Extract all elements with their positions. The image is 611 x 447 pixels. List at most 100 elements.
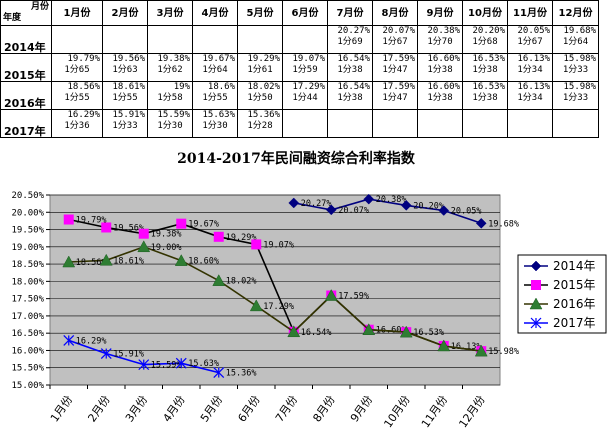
rate-fen: 1分50 (247, 93, 273, 103)
rate-cell: 16.60% 1分38 (417, 81, 463, 110)
data-point-diamond (288, 197, 300, 209)
data-point-triangle (399, 325, 413, 338)
data-label: 20.07% (338, 206, 369, 216)
data-point-triangle (137, 240, 151, 253)
y-tick-label: 19.00% (11, 243, 44, 253)
y-tick-label: 18.50% (11, 260, 44, 270)
year-cell: 2016年 (0, 81, 52, 110)
rate-fen: 1分36 (64, 121, 90, 131)
legend-label: 2016年 (553, 297, 596, 311)
y-tick-label: 16.00% (11, 346, 44, 356)
data-label: 15.91% (113, 350, 144, 360)
data-point-square (251, 239, 262, 250)
chart-title: 2014-2017年民间融资综合利率指数 (177, 150, 416, 167)
data-label: 20.27% (301, 199, 332, 209)
month-header-cell: 11月份 (507, 0, 553, 26)
data-label: 18.02% (226, 277, 257, 287)
rate-cell: 15.91% 1分33 (102, 109, 148, 138)
rate-fen: 1分34 (517, 65, 543, 75)
rate-cell (507, 109, 553, 138)
x-tick-label: 7月份 (273, 393, 300, 424)
rate-cell (462, 109, 508, 138)
rate-percent: 19% (173, 82, 190, 93)
y-tick-label: 15.00% (11, 381, 44, 391)
rate-percent: 17.59% (382, 54, 415, 65)
rate-cell: 15.36% 1分28 (237, 109, 283, 138)
month-header-cell: 3月份 (147, 0, 193, 26)
rate-cell: 15.98% 1分33 (552, 81, 599, 110)
series-line (68, 245, 482, 352)
rate-cell: 19% 1分58 (147, 81, 193, 110)
data-point-star (63, 335, 75, 346)
y-tick-label: 15.50% (11, 364, 44, 374)
rate-cell (282, 25, 328, 54)
series-line (293, 198, 482, 225)
rate-fen: 1分38 (337, 93, 363, 103)
rate-fen: 1分55 (112, 93, 138, 103)
corner-year-label: 年度 (3, 13, 22, 23)
data-point-diamond (400, 200, 412, 211)
year-cell: 2015年 (0, 53, 52, 82)
data-label: 19.67% (188, 220, 219, 230)
data-point-star (138, 359, 150, 371)
rate-cell: 19.68% 1分64 (552, 25, 599, 54)
rate-cell (237, 25, 283, 54)
rate-fen: 1分28 (247, 121, 273, 131)
rate-cell: 16.13% 1分34 (507, 53, 553, 82)
data-label: 19.38% (151, 230, 182, 240)
data-label: 16.29% (76, 336, 107, 346)
rate-percent: 19.79% (67, 54, 100, 65)
rate-cell: 19.79% 1分65 (51, 53, 103, 82)
rate-cell: 18.61% 1分55 (102, 81, 148, 110)
table-row: 2015年 19.79% 1分65 19.56% 1分63 19.38% 1分62 19.67… (0, 53, 599, 82)
x-tick-label: 3月份 (123, 393, 150, 424)
y-tick-label: 18.00% (11, 277, 44, 287)
rate-percent: 18.02% (247, 82, 280, 93)
rate-percent: 19.07% (292, 54, 325, 65)
series-2: 18.56% 18.61% 19.00% 18.60% 18.02% 17.29% (62, 240, 488, 357)
data-label: 18.56% (76, 258, 107, 268)
rate-fen: 1分69 (337, 37, 363, 47)
rate-fen: 1分67 (382, 37, 408, 47)
rate-fen: 1分47 (382, 93, 408, 103)
rate-percent: 18.6% (207, 82, 235, 93)
rate-percent: 18.61% (112, 82, 145, 93)
rate-cell: 16.60% 1分38 (417, 53, 463, 82)
x-tick-label: 6月份 (235, 393, 262, 424)
data-label: 20.20% (413, 201, 444, 211)
rate-percent: 19.38% (157, 54, 190, 65)
rate-percent: 17.59% (382, 82, 415, 93)
rate-percent: 16.53% (472, 54, 505, 65)
corner-header-cell: 月份 年度 (0, 0, 52, 26)
data-point-triangle (324, 289, 338, 301)
rate-percent: 19.56% (112, 54, 145, 65)
data-label: 20.38% (376, 195, 407, 205)
data-point-triangle (474, 344, 488, 357)
data-point-star (530, 317, 542, 329)
data-point-triangle (362, 323, 376, 335)
data-label: 15.59% (151, 361, 182, 371)
data-label: 16.13% (451, 342, 482, 352)
rate-fen: 1分67 (517, 37, 543, 47)
rate-cell: 18.6% 1分55 (192, 81, 238, 110)
month-header-cell: 4月份 (192, 0, 238, 26)
rate-cell: 19.67% 1分64 (192, 53, 238, 82)
rate-cell: 19.56% 1分63 (102, 53, 148, 82)
x-tick-label: 2月份 (85, 393, 112, 424)
data-point-triangle (62, 255, 76, 268)
rate-fen: 1分61 (247, 65, 273, 75)
rate-percent: 16.54% (337, 82, 370, 93)
data-point-star (213, 367, 225, 378)
rate-cell (192, 25, 238, 54)
rate-fen: 1分58 (157, 93, 183, 103)
y-tick-label: 16.50% (11, 329, 44, 339)
x-axis-ticks: 1月份 2月份 3月份 4月份 5月份 6月份 7月份 8月份 9月份 10月份 11月份 12月份 (48, 385, 488, 430)
rate-percent: 16.53% (472, 82, 505, 93)
rate-percent: 20.20% (472, 26, 505, 37)
data-point-square (63, 214, 74, 225)
rate-cell: 19.07% 1分59 (282, 53, 328, 82)
data-point-triangle (287, 325, 301, 338)
legend-item: 2017年 (524, 316, 596, 330)
rate-fen: 1分65 (64, 65, 90, 75)
rate-fen: 1分34 (517, 93, 543, 103)
